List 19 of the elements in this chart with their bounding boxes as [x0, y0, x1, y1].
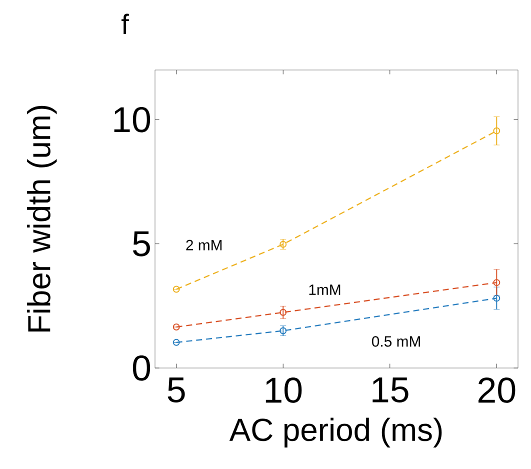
chart-title: f	[122, 14, 129, 34]
y-axis-title: Fiber width (um)	[27, 106, 57, 332]
series-label: 2 mM	[186, 240, 222, 250]
series-label: 0.5 mM	[372, 336, 420, 347]
y-tick-label: 10	[114, 106, 150, 132]
point	[280, 240, 287, 248]
x-tick-label: 10	[266, 378, 302, 403]
point	[280, 327, 287, 334]
series-label: 1mM	[309, 284, 340, 295]
point	[172, 286, 180, 293]
x-tick-label: 20	[478, 378, 516, 403]
x-axis-title: AC period (ms)	[229, 418, 442, 448]
y-tick-label: 5	[132, 231, 150, 256]
point	[172, 324, 180, 331]
x-tick-label: 15	[372, 378, 408, 403]
y-tick-label: 0	[132, 355, 150, 381]
point	[172, 338, 180, 346]
point	[280, 308, 287, 316]
x-tick-label: 5	[168, 378, 185, 403]
